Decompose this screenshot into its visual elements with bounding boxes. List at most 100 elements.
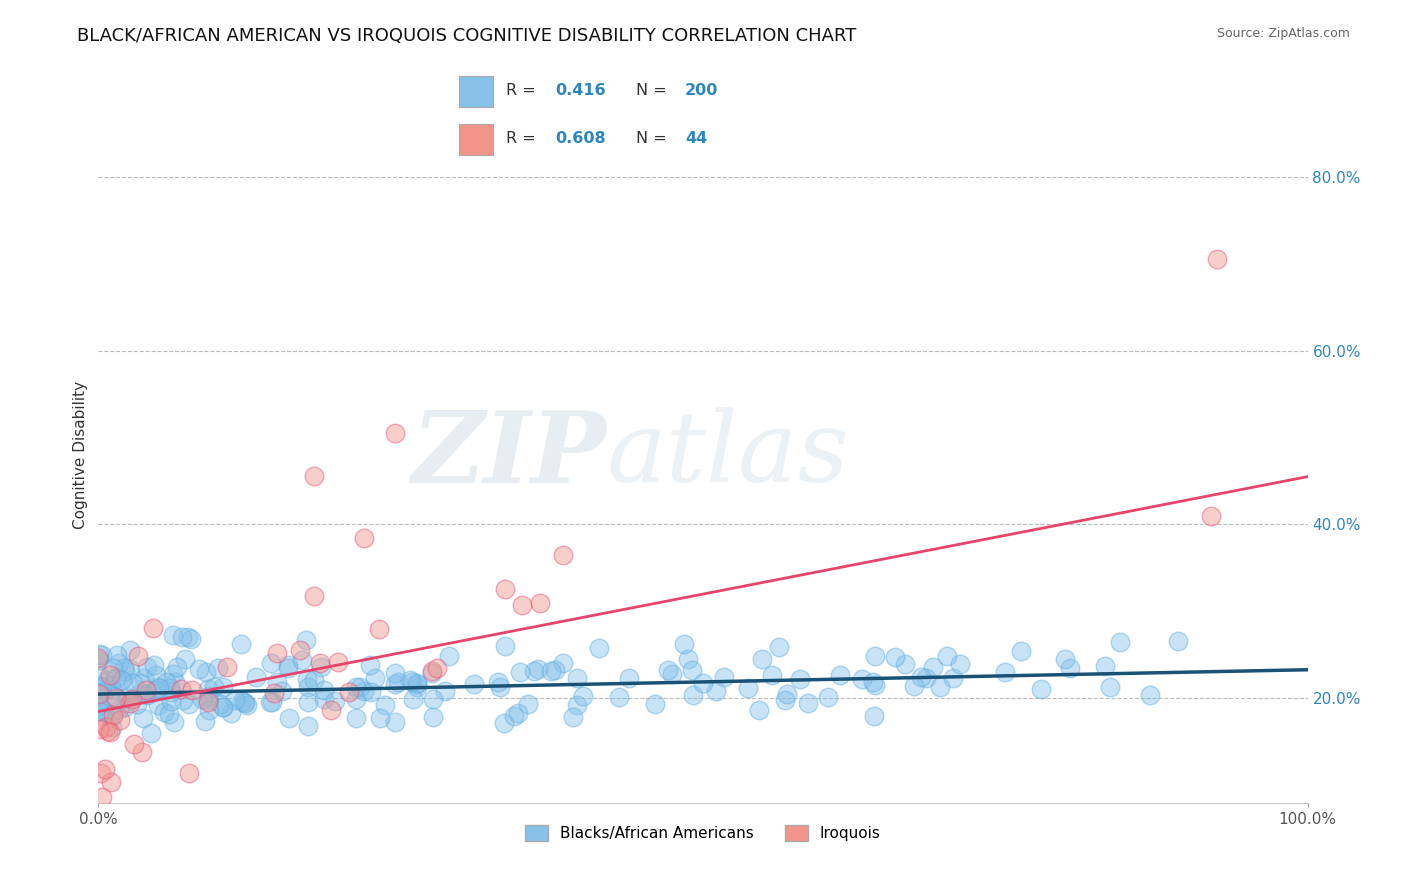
Point (105, 648, 128, 662)
Point (346, 711, 368, 725)
Point (494, 640, 516, 654)
Point (114, 700, 136, 714)
Point (118, 663, 141, 677)
Point (166, 660, 188, 674)
Point (87, 667, 110, 681)
Point (949, 657, 972, 671)
Point (108, 702, 131, 716)
Point (994, 665, 1017, 679)
Text: R =: R = (506, 83, 536, 97)
Point (676, 652, 699, 666)
Point (100, 774, 122, 789)
Point (181, 682, 204, 697)
Point (94, 683, 117, 698)
Point (540, 664, 562, 678)
Point (266, 646, 288, 660)
Point (197, 695, 219, 709)
Point (374, 698, 396, 712)
Point (422, 692, 444, 706)
Point (617, 671, 640, 685)
Point (529, 596, 551, 610)
Point (90, 766, 112, 780)
Point (159, 685, 181, 699)
Point (146, 698, 169, 713)
Point (1094, 659, 1116, 673)
Legend: Blacks/African Americans, Iroquois: Blacks/African Americans, Iroquois (519, 819, 887, 847)
Point (98, 725, 121, 739)
Point (174, 651, 197, 665)
Point (87, 650, 110, 665)
Point (797, 696, 820, 710)
Point (309, 656, 332, 670)
Point (105, 690, 128, 705)
Point (110, 714, 132, 728)
Point (673, 637, 696, 651)
Point (101, 682, 124, 697)
Point (163, 714, 186, 729)
Point (609, 690, 631, 704)
Point (789, 672, 811, 686)
Point (851, 672, 873, 686)
Point (207, 661, 229, 675)
Text: R =: R = (506, 131, 536, 146)
Point (108, 656, 131, 670)
Point (146, 680, 169, 694)
Point (132, 671, 155, 685)
Text: 0.608: 0.608 (555, 131, 606, 146)
Point (94, 720, 117, 734)
Point (159, 694, 181, 708)
Text: Source: ZipAtlas.com: Source: ZipAtlas.com (1216, 27, 1350, 40)
Point (142, 621, 165, 635)
Point (894, 657, 917, 671)
Point (191, 691, 214, 706)
Point (173, 693, 195, 707)
Point (494, 715, 516, 730)
Point (121, 692, 143, 706)
FancyBboxPatch shape (460, 76, 494, 106)
Point (508, 706, 530, 721)
Point (544, 663, 567, 677)
Point (91, 648, 114, 662)
Point (863, 648, 886, 663)
Point (494, 582, 516, 596)
Point (215, 659, 238, 673)
Point (127, 697, 149, 711)
Point (91, 680, 114, 694)
Point (751, 652, 773, 666)
Point (277, 660, 299, 674)
Point (406, 680, 429, 694)
Point (270, 684, 292, 698)
Point (87, 687, 110, 701)
Point (297, 680, 319, 694)
Text: 200: 200 (685, 83, 718, 97)
Point (142, 685, 165, 699)
Point (1109, 635, 1132, 649)
Point (1199, 508, 1222, 523)
Point (713, 670, 735, 684)
Point (302, 589, 325, 603)
Point (219, 706, 242, 720)
Point (1010, 644, 1032, 658)
Point (941, 672, 963, 686)
Point (197, 692, 219, 706)
Point (775, 693, 797, 707)
Point (349, 680, 371, 694)
Point (188, 662, 211, 676)
Point (516, 697, 538, 711)
Text: 44: 44 (685, 131, 707, 146)
Point (229, 637, 252, 651)
Point (737, 681, 759, 695)
Point (141, 726, 163, 740)
Point (101, 720, 124, 734)
Point (486, 674, 509, 689)
Point (321, 703, 343, 717)
Point (233, 696, 256, 710)
Point (567, 671, 589, 685)
Point (136, 688, 159, 702)
Point (323, 694, 346, 708)
Point (93, 704, 115, 718)
Point (1167, 633, 1189, 648)
Point (353, 531, 375, 545)
Point (132, 710, 155, 724)
Point (142, 658, 165, 673)
